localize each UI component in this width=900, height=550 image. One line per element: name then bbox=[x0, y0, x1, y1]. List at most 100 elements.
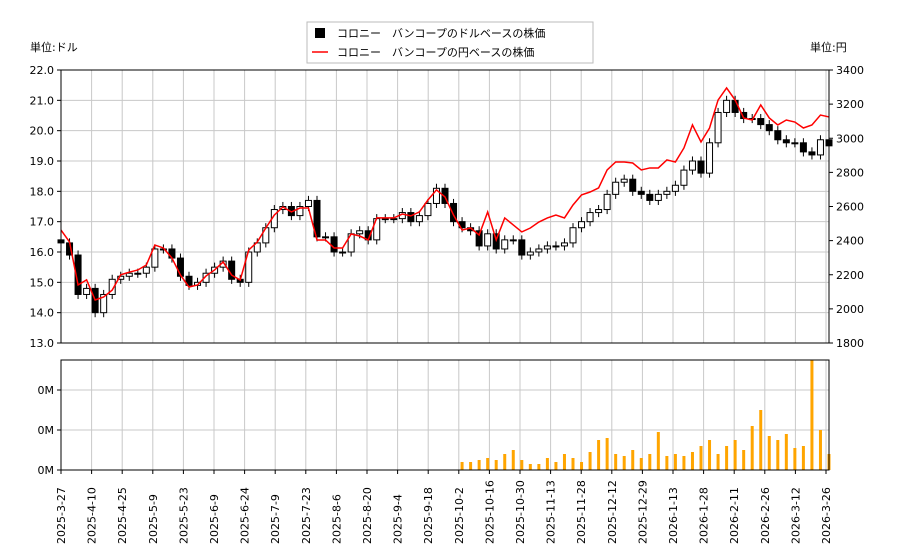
candle-body bbox=[151, 248, 159, 268]
candle-body bbox=[501, 239, 509, 250]
legend-jpy-label: コロニー バンコープの円ベースの株価 bbox=[337, 45, 534, 59]
candle-body bbox=[765, 124, 773, 132]
y-tick-label: 18.0 bbox=[30, 185, 55, 198]
candle-body bbox=[83, 287, 91, 295]
volume-bar bbox=[750, 426, 754, 470]
y2-tick-label: 2400 bbox=[836, 235, 864, 248]
volume-bar bbox=[810, 360, 814, 470]
volume-bar bbox=[699, 446, 703, 470]
volume-bar bbox=[511, 450, 515, 470]
candle-body bbox=[646, 193, 654, 201]
volume-bar bbox=[818, 430, 822, 470]
x-tick-label: 2025-4-10 bbox=[86, 487, 99, 544]
x-tick-label: 2025-9-18 bbox=[422, 487, 435, 544]
candle-body bbox=[390, 218, 398, 221]
legend: コロニー バンコープのドルベースの株価 コロニー バンコープの円ベースの株価 bbox=[306, 21, 594, 64]
volume-bar bbox=[528, 464, 532, 470]
candle-body bbox=[100, 293, 108, 314]
candle-body bbox=[450, 202, 458, 223]
volume-plot-frame bbox=[60, 359, 830, 471]
axes: 2025-3-27 2025-4-10 2025-4-25 2025-5-9 2025-… bbox=[30, 64, 865, 544]
x-tick-label: 2025-4-25 bbox=[116, 487, 129, 544]
y-tick-label: 21.0 bbox=[30, 94, 55, 107]
candle-body bbox=[612, 181, 620, 195]
left-unit-label: 単位:ドル bbox=[30, 40, 78, 54]
candle-body bbox=[518, 239, 526, 256]
x-tick-label: 2025-7-23 bbox=[300, 487, 313, 544]
candle-body bbox=[407, 212, 415, 223]
candle-body bbox=[688, 160, 696, 171]
candle-body bbox=[313, 199, 321, 238]
candle-body bbox=[578, 221, 586, 229]
volume-bar bbox=[767, 436, 771, 470]
right-unit-label: 単位:円 bbox=[810, 40, 847, 54]
candle-body bbox=[757, 118, 765, 126]
candle-body bbox=[356, 230, 364, 235]
y2-tick-label: 3200 bbox=[836, 98, 864, 111]
candle-body bbox=[296, 206, 304, 217]
candle-body bbox=[816, 139, 824, 156]
y2-tick-label: 2600 bbox=[836, 201, 864, 214]
candle-body bbox=[415, 215, 423, 223]
candle-body bbox=[74, 254, 82, 295]
volume-bar bbox=[733, 440, 737, 470]
x-tick-label: 2025-7-9 bbox=[269, 494, 282, 544]
candle-body bbox=[441, 187, 449, 204]
candle-body bbox=[714, 111, 722, 144]
volume-bar bbox=[571, 458, 575, 470]
volume-bar bbox=[725, 446, 729, 470]
y2-tick-label: 1800 bbox=[836, 337, 864, 350]
volume-bar bbox=[494, 460, 498, 470]
candle-body bbox=[569, 227, 577, 244]
x-tick-label: 2025-12-12 bbox=[606, 480, 619, 544]
candle-body bbox=[424, 202, 432, 217]
x-tick-label: 2025-11-13 bbox=[545, 480, 558, 544]
x-tick-label: 2025-10-30 bbox=[514, 480, 527, 544]
candle-body bbox=[782, 139, 790, 144]
candle-body bbox=[731, 99, 739, 113]
volume-bar bbox=[716, 454, 720, 470]
y-tick-label: 15.0 bbox=[30, 276, 55, 289]
volume-bar bbox=[673, 454, 677, 470]
x-tick-label: 2025-5-9 bbox=[147, 494, 160, 544]
volume-bar bbox=[665, 456, 669, 470]
y-tick-label: 16.0 bbox=[30, 246, 55, 259]
x-tick-label: 2026-1-13 bbox=[667, 487, 680, 544]
candle-body bbox=[339, 251, 347, 254]
volume-bar bbox=[605, 438, 609, 470]
volume-bar bbox=[759, 410, 763, 470]
x-tick-label: 2025-10-2 bbox=[453, 487, 466, 544]
x-tick-label: 2025-12-29 bbox=[636, 480, 649, 544]
candle-body bbox=[475, 230, 483, 247]
y-tick-label: 14.0 bbox=[30, 307, 55, 320]
candle-body bbox=[791, 142, 799, 145]
candle-body bbox=[629, 178, 637, 192]
y-tick-label: 22.0 bbox=[30, 64, 55, 77]
legend-usd-marker bbox=[315, 28, 325, 38]
y-tick-label: 19.0 bbox=[30, 155, 55, 168]
volume-bar bbox=[776, 440, 780, 470]
candle-body bbox=[706, 142, 714, 174]
candle-body bbox=[663, 190, 671, 195]
candle-body bbox=[543, 245, 551, 250]
y2-tick-label: 2800 bbox=[836, 166, 864, 179]
volume-bar bbox=[639, 458, 643, 470]
volume-bar bbox=[580, 462, 584, 470]
candle-body bbox=[381, 218, 389, 221]
volume-bar bbox=[562, 454, 566, 470]
candle-body bbox=[637, 190, 645, 195]
candle-body bbox=[535, 248, 543, 253]
volume-bar bbox=[503, 454, 507, 470]
volume-bar bbox=[708, 440, 712, 470]
candle-body bbox=[697, 160, 705, 174]
candle-body bbox=[125, 272, 133, 277]
candle-body bbox=[808, 151, 816, 156]
candle-body bbox=[586, 212, 594, 223]
candle-body bbox=[526, 251, 534, 256]
candle-body bbox=[603, 193, 611, 211]
x-tick-label: 2026-3-26 bbox=[820, 487, 833, 544]
candle-body bbox=[680, 169, 688, 186]
volume-bar bbox=[469, 462, 473, 470]
candle-body bbox=[185, 275, 193, 286]
